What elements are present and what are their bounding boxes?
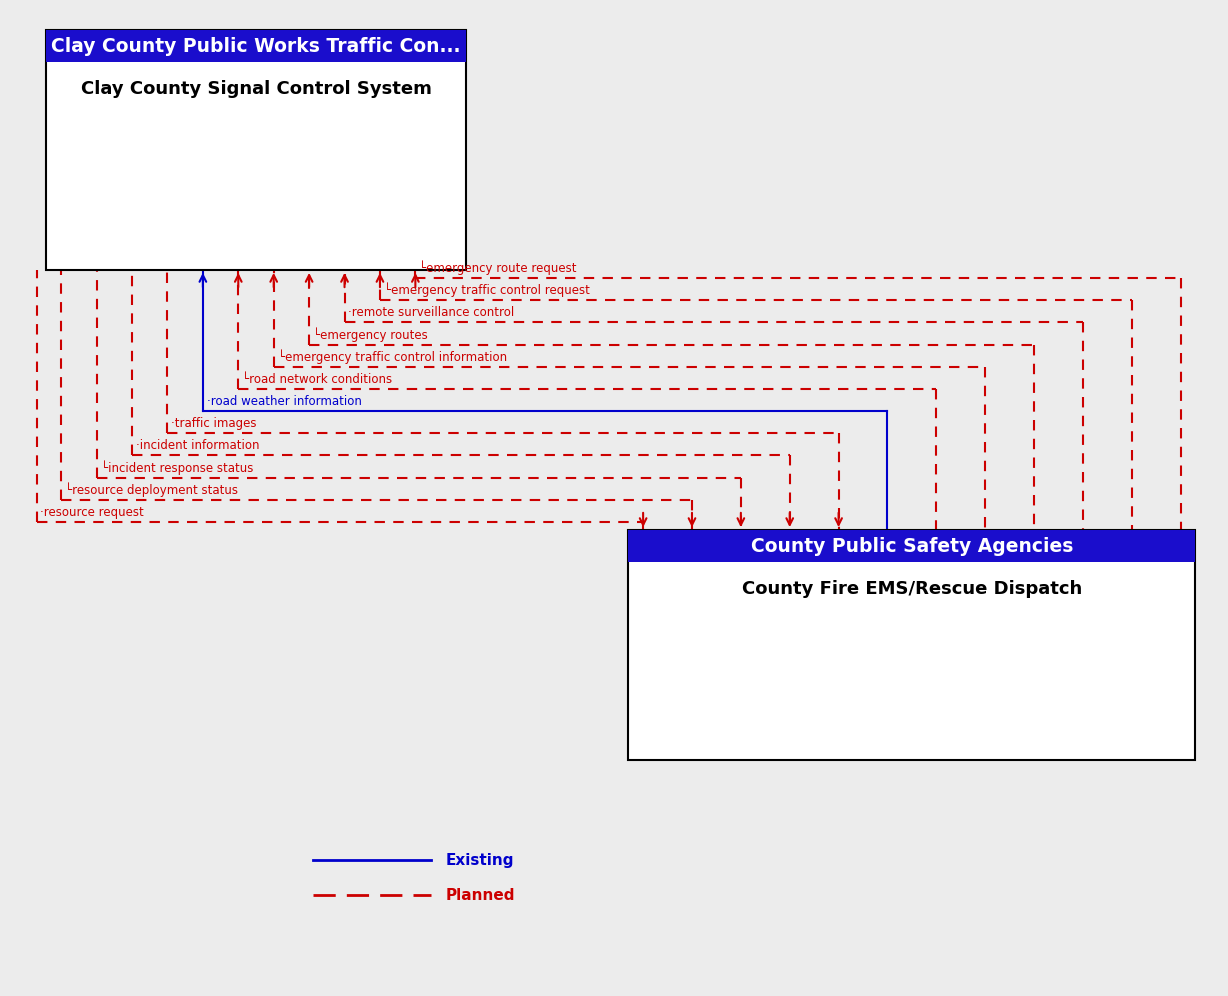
Text: ·road weather information: ·road weather information <box>206 395 362 408</box>
Bar <box>629 530 1195 562</box>
Text: └emergency traffic control information: └emergency traffic control information <box>278 350 507 364</box>
Text: ·incident information: ·incident information <box>136 439 259 452</box>
Bar <box>47 30 465 62</box>
Text: ·remote surveillance control: ·remote surveillance control <box>349 307 515 320</box>
Text: ·traffic images: ·traffic images <box>172 417 257 430</box>
Text: └incident response status: └incident response status <box>101 460 253 475</box>
Bar <box>629 530 1195 760</box>
Text: Existing: Existing <box>446 853 515 868</box>
Text: Clay County Signal Control System: Clay County Signal Control System <box>81 80 431 98</box>
Text: Planned: Planned <box>446 887 516 902</box>
Bar <box>47 30 465 270</box>
Text: └resource deployment status: └resource deployment status <box>65 482 238 497</box>
Text: Clay County Public Works Traffic Con...: Clay County Public Works Traffic Con... <box>52 37 461 56</box>
Text: └emergency traffic control request: └emergency traffic control request <box>384 283 589 297</box>
Text: County Public Safety Agencies: County Public Safety Agencies <box>750 537 1073 556</box>
Text: ·resource request: ·resource request <box>41 506 144 519</box>
Text: └emergency route request: └emergency route request <box>419 260 577 275</box>
Text: └road network conditions: └road network conditions <box>242 373 393 385</box>
Text: County Fire EMS/Rescue Dispatch: County Fire EMS/Rescue Dispatch <box>742 580 1082 598</box>
Text: └emergency routes: └emergency routes <box>313 327 427 342</box>
